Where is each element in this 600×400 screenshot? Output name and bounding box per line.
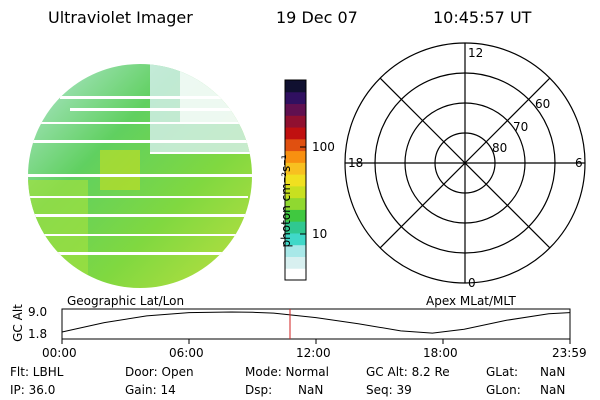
altitude-curve bbox=[61, 311, 570, 334]
altitude-xtick-0000: 00:00 bbox=[42, 346, 77, 360]
date-label: 19 Dec 07 bbox=[276, 8, 358, 27]
door-status: Door: Open bbox=[125, 365, 194, 379]
ring-label-70: 70 bbox=[513, 120, 529, 134]
altitude-plot-frame bbox=[61, 308, 571, 340]
colorbar-swatch bbox=[285, 221, 306, 234]
altitude-ytick-max: 9.0 bbox=[28, 305, 48, 319]
auroral-image bbox=[28, 64, 252, 288]
glon-value: NaN bbox=[540, 383, 566, 397]
seq-status: Seq: 39 bbox=[366, 383, 412, 397]
ring-label-80: 80 bbox=[492, 141, 508, 155]
colorbar-swatch bbox=[285, 256, 306, 269]
colorbar-swatch bbox=[285, 162, 306, 175]
colorbar-swatch bbox=[285, 244, 306, 257]
colorbar-swatch bbox=[285, 268, 306, 281]
glat-value: NaN bbox=[540, 365, 566, 379]
colorbar-swatch bbox=[285, 185, 306, 199]
app-title: Ultraviolet Imager bbox=[48, 8, 193, 27]
polar-label-18: 18 bbox=[348, 156, 364, 170]
colorbar-tick-10: 10 bbox=[312, 227, 328, 241]
glat-label: GLat: bbox=[486, 365, 519, 379]
colorbar-swatch bbox=[285, 103, 306, 116]
geographic-label: Geographic Lat/Lon bbox=[67, 294, 185, 308]
dsp-label: Dsp: bbox=[245, 383, 273, 397]
colorbar-swatch bbox=[285, 209, 306, 222]
time-label: 10:45:57 UT bbox=[433, 8, 532, 27]
ring-label-60: 60 bbox=[535, 97, 551, 111]
apex-label: Apex MLat/MLT bbox=[426, 294, 516, 308]
polar-grid bbox=[344, 42, 586, 284]
altitude-xtick-2359: 23:59 bbox=[552, 346, 587, 360]
colorbar-swatch bbox=[285, 197, 306, 210]
colorbar-swatch bbox=[285, 115, 306, 128]
polar-label-6: 6 bbox=[575, 156, 583, 170]
altitude-xtick-1800: 18:00 bbox=[423, 346, 458, 360]
colorbar-swatch bbox=[285, 80, 306, 93]
colorbar-tick-100: 100 bbox=[312, 140, 335, 154]
gc-alt-status: GC Alt: 8.2 Re bbox=[366, 365, 450, 379]
gain-status: Gain: 14 bbox=[125, 383, 176, 397]
polar-label-12: 12 bbox=[468, 46, 484, 60]
glon-label: GLon: bbox=[486, 383, 521, 397]
colorbar bbox=[285, 80, 306, 281]
colorbar-swatch bbox=[285, 138, 306, 152]
altitude-xtick-1200: 12:00 bbox=[296, 346, 331, 360]
flt-status: Flt: LBHL bbox=[10, 365, 64, 379]
altitude-xtick-0600: 06:00 bbox=[169, 346, 204, 360]
colorbar-swatch bbox=[285, 174, 306, 187]
polar-label-0: 0 bbox=[468, 276, 476, 290]
colorbar-swatch bbox=[285, 232, 306, 246]
mode-status: Mode: Normal bbox=[245, 365, 329, 379]
colorbar-unit-label: photon cm⁻²s⁻¹ bbox=[279, 154, 293, 248]
ip-status: IP: 36.0 bbox=[10, 383, 56, 397]
altitude-ytick-min: 1.8 bbox=[28, 327, 48, 341]
colorbar-swatch bbox=[285, 127, 306, 140]
colorbar-swatch bbox=[285, 91, 306, 105]
altitude-ylabel: GC Alt bbox=[11, 304, 25, 342]
colorbar-swatch bbox=[285, 150, 306, 163]
dsp-value: NaN bbox=[298, 383, 324, 397]
